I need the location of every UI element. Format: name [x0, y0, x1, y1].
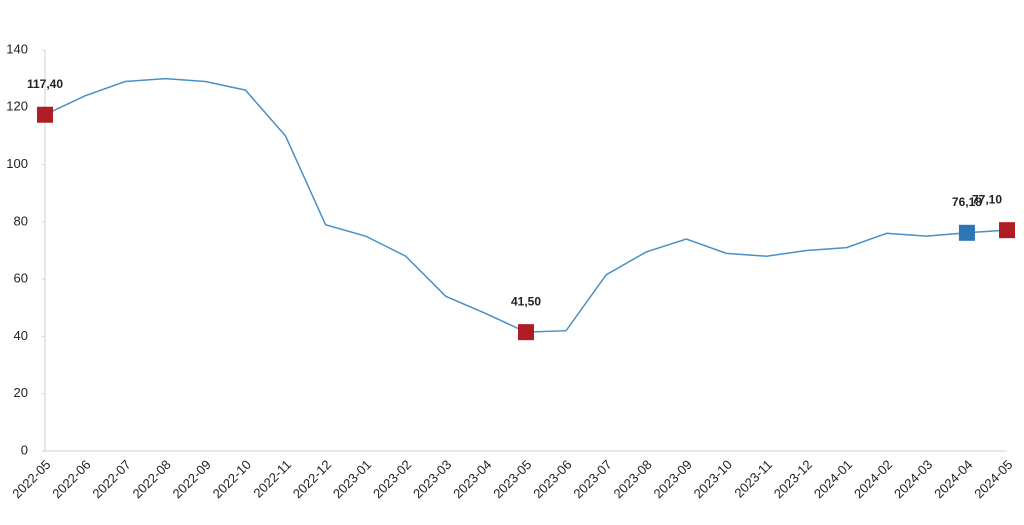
y-tick-label: 140 [6, 41, 28, 56]
x-tick-label: 2023-03 [410, 457, 454, 501]
x-tick-label: 2023-11 [731, 457, 775, 501]
x-tick-label: 2024-01 [811, 457, 855, 501]
x-tick-label: 2022-05 [9, 457, 53, 501]
y-tick-label: 40 [14, 328, 28, 343]
marker [958, 224, 975, 241]
x-tick-label: 2023-07 [570, 457, 614, 501]
x-tick-label: 2022-09 [170, 457, 214, 501]
x-tick-label: 2022-11 [250, 457, 294, 501]
x-tick-label: 2023-04 [450, 457, 494, 501]
x-tick-label: 2023-10 [691, 457, 735, 501]
y-tick-label: 60 [14, 271, 28, 286]
y-tick-label: 120 [6, 99, 28, 114]
x-tick-label: 2023-12 [771, 457, 815, 501]
x-tick-label: 2022-06 [49, 457, 93, 501]
y-tick-label: 80 [14, 213, 28, 228]
x-tick-label: 2022-10 [210, 457, 254, 501]
value-label: 76,18 [952, 195, 982, 209]
x-tick-label: 2024-02 [851, 457, 895, 501]
x-tick-label: 2023-09 [651, 457, 695, 501]
x-tick-label: 2022-08 [129, 457, 173, 501]
value-label: 117,40 [27, 77, 63, 91]
x-tick-label: 2023-08 [610, 457, 654, 501]
y-tick-label: 0 [21, 442, 28, 457]
x-tick-label: 2023-06 [530, 457, 574, 501]
x-tick-label: 2023-01 [330, 457, 374, 501]
marker [518, 324, 534, 341]
x-tick-label: 2023-02 [370, 457, 414, 501]
x-tick-label: 2024-03 [891, 457, 935, 501]
marker [999, 222, 1015, 239]
x-tick-label: 2022-07 [89, 457, 133, 501]
x-tick-label: 2023-05 [490, 457, 534, 501]
x-tick-label: 2024-05 [971, 457, 1015, 501]
marker [37, 106, 53, 123]
x-tick-label: 2024-04 [931, 457, 975, 501]
value-label: 77,10 [972, 192, 1002, 206]
x-tick-label: 2022-12 [290, 457, 334, 501]
value-label: 41,50 [511, 294, 541, 308]
y-tick-label: 100 [6, 156, 28, 171]
y-tick-label: 20 [14, 385, 28, 400]
